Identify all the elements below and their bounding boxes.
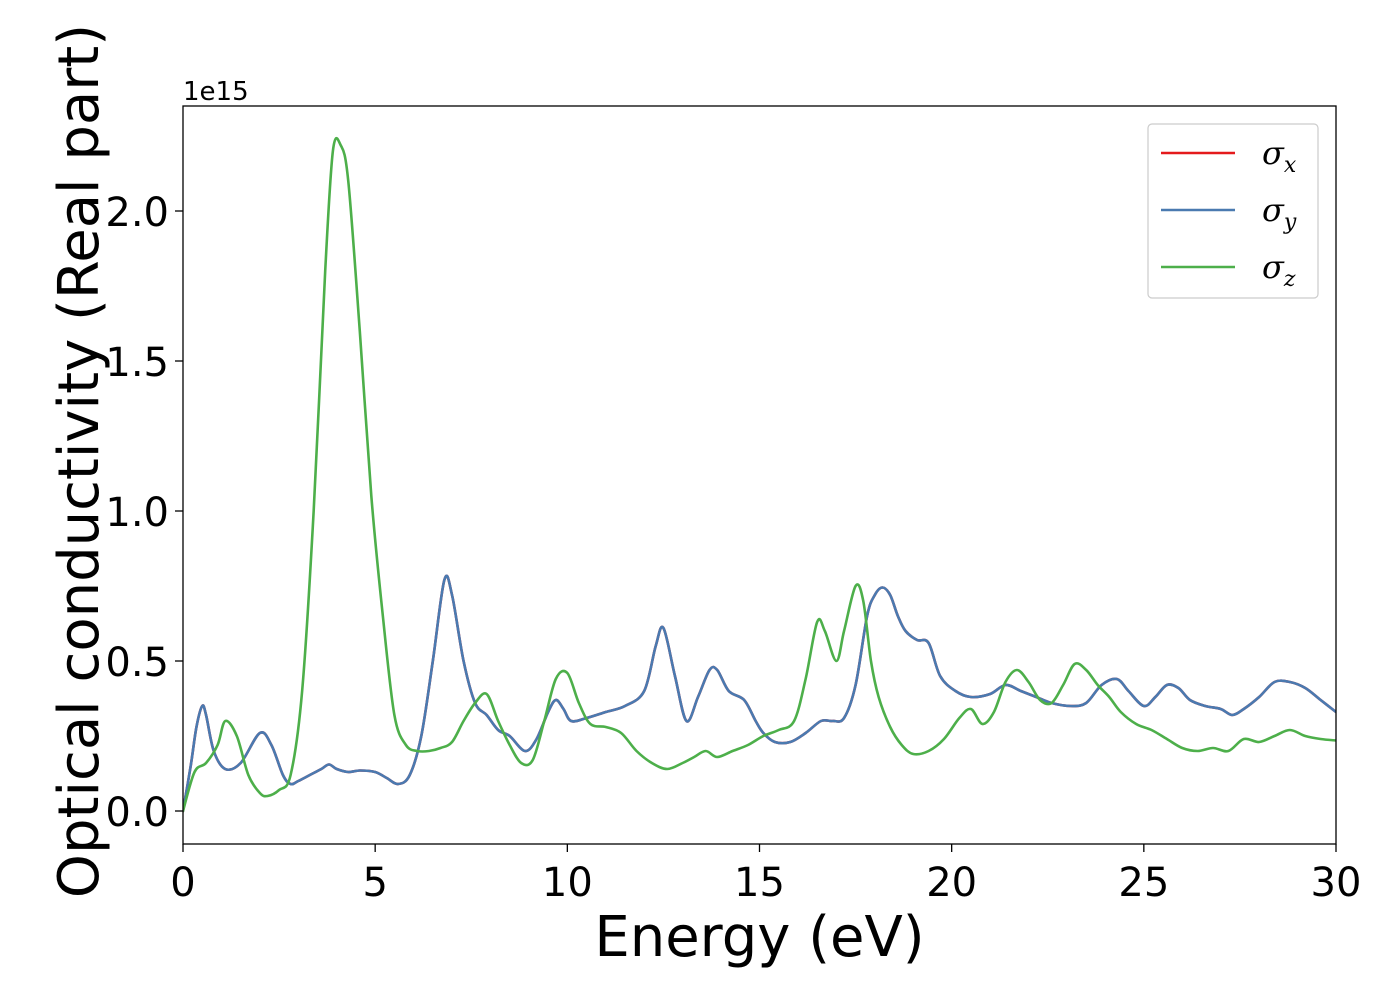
x-tick-label: 20 xyxy=(926,860,977,906)
y-tick-label: 1.5 xyxy=(105,340,169,386)
y-axis-ticks: 0.0 0.5 1.0 1.5 2.0 xyxy=(105,190,183,836)
y-tick-label: 1.0 xyxy=(105,490,169,536)
x-tick-label: 10 xyxy=(542,860,593,906)
x-tick-label: 15 xyxy=(734,860,785,906)
x-axis-label: Energy (eV) xyxy=(594,905,924,970)
legend-label-1: σx xyxy=(1262,134,1297,178)
legend-label-2: σy xyxy=(1262,191,1297,235)
x-axis-ticks: 0 5 10 15 20 25 30 xyxy=(170,844,1361,906)
legend-label-3: σz xyxy=(1262,248,1296,292)
series-line-3 xyxy=(183,136,1336,813)
y-tick-label: 2.0 xyxy=(105,190,169,236)
x-tick-label: 5 xyxy=(362,860,387,906)
series-line-1 xyxy=(183,574,1336,813)
x-tick-label: 25 xyxy=(1118,860,1169,906)
series-group xyxy=(183,136,1336,813)
y-tick-label: 0.5 xyxy=(105,640,169,686)
y-offset-text: 1e15 xyxy=(183,77,249,107)
y-axis-label: Optical conductivity (Real part) xyxy=(47,24,112,898)
series-line-2 xyxy=(183,574,1336,813)
x-tick-label: 30 xyxy=(1311,860,1362,906)
legend: σx σy σz xyxy=(1147,123,1319,299)
y-tick-label: 0.0 xyxy=(105,790,169,836)
x-tick-label: 0 xyxy=(170,860,195,906)
